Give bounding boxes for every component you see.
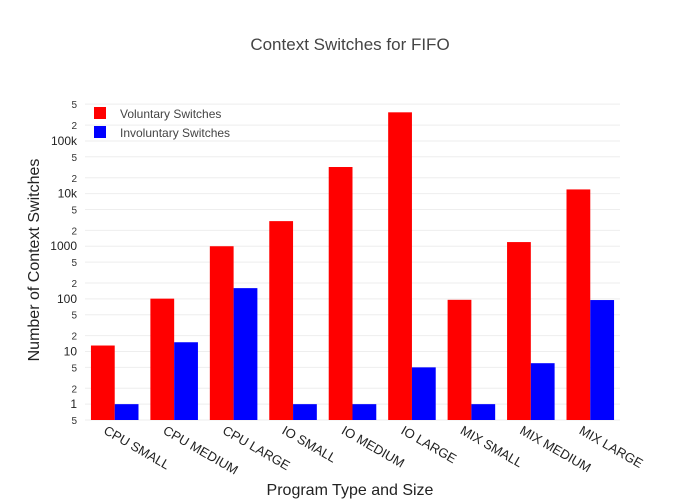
y-minor-tick-label: 5 [71, 311, 77, 322]
y-major-tick-label: 100 [57, 292, 77, 306]
y-minor-tick-label: 5 [71, 205, 77, 216]
x-tick-label: CPU SMALL [101, 423, 172, 473]
y-major-tick-label: 1000 [50, 239, 77, 253]
bar-voluntary [328, 167, 353, 420]
y-major-tick-label: 100k [51, 134, 78, 148]
y-major-tick-label: 10k [58, 187, 78, 201]
y-minor-tick-label: 5 [71, 363, 77, 374]
bar-involuntary [590, 300, 615, 420]
bar-involuntary [174, 342, 198, 420]
bar-involuntary [411, 367, 436, 420]
y-minor-tick-label: 2 [71, 226, 77, 237]
y-minor-tick-label: 2 [71, 279, 77, 290]
bar-voluntary [269, 221, 294, 420]
bar-voluntary [150, 298, 175, 420]
legend-label: Involuntary Switches [120, 126, 230, 140]
y-axis-title: Number of Context Switches [26, 159, 43, 362]
y-minor-tick-label: 2 [71, 332, 77, 343]
legend: Voluntary Switches Involuntary Switches [94, 107, 230, 140]
bar-voluntary [447, 299, 472, 420]
bar-involuntary [352, 404, 377, 420]
bar-voluntary [388, 112, 412, 420]
bar-involuntary [530, 363, 555, 420]
bar-involuntary [471, 404, 496, 420]
bars [90, 112, 615, 420]
legend-label: Voluntary Switches [120, 107, 221, 121]
y-minor-tick-label: 2 [71, 174, 77, 185]
bar-voluntary [566, 189, 591, 420]
bar-voluntary [90, 345, 115, 420]
bar-voluntary [507, 242, 531, 420]
y-major-tick-label: 10 [64, 345, 78, 359]
y-major-tick-label: 1 [70, 397, 77, 411]
x-tick-label: IO MEDIUM [339, 423, 407, 471]
bar-involuntary [293, 404, 317, 420]
y-minor-tick-label: 2 [71, 384, 77, 395]
y-minor-tick-label: 2 [71, 121, 77, 132]
y-minor-tick-label: 5 [71, 100, 77, 111]
y-minor-tick-label: 5 [71, 153, 77, 164]
chart-title: Context Switches for FIFO [250, 35, 449, 54]
bar-involuntary [233, 288, 258, 420]
bar-involuntary [114, 404, 139, 420]
y-tick-labels: 5 2 5 2 5 2 5 2 5 2 5 2 5 1 10 100 1000 10k 100k [50, 100, 78, 427]
y-minor-tick-label: 5 [71, 416, 77, 427]
bar-voluntary [209, 246, 234, 420]
x-axis-title: Program Type and Size [267, 482, 434, 499]
legend-swatch [94, 107, 106, 119]
x-tick-label: MIX SMALL [458, 423, 526, 471]
legend-swatch [94, 126, 106, 138]
x-tick-label: IO LARGE [398, 423, 459, 467]
y-minor-tick-label: 5 [71, 258, 77, 269]
